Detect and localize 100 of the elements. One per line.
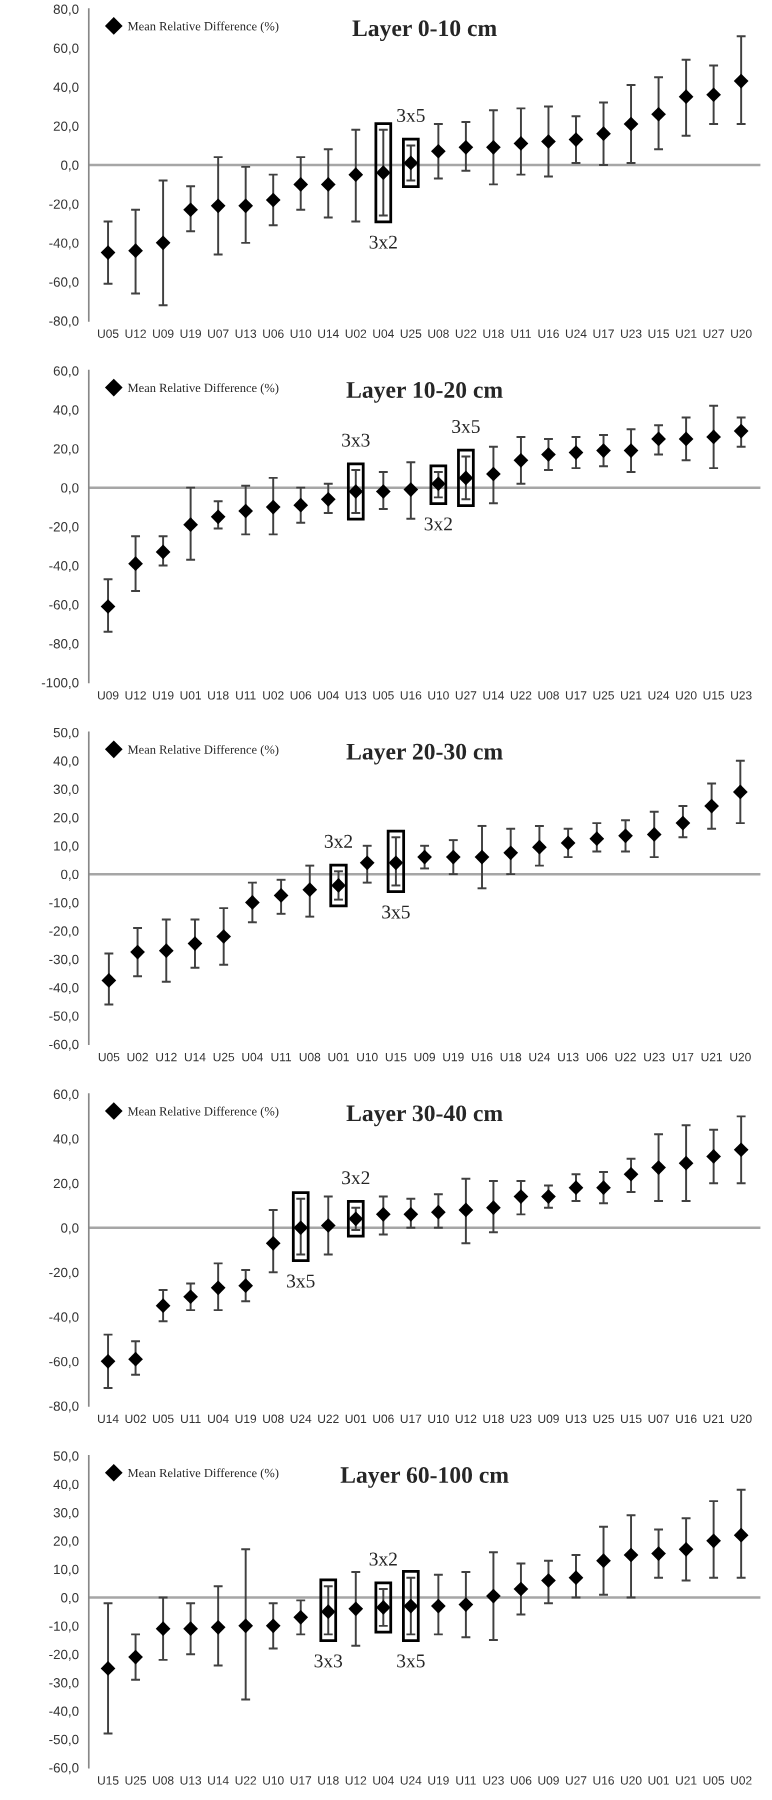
annotation: 3x5 xyxy=(287,1274,315,1288)
point xyxy=(733,1142,749,1158)
point xyxy=(245,895,260,910)
point xyxy=(706,1149,721,1164)
point xyxy=(375,165,391,181)
chart-title: Layer 0-10 cm xyxy=(352,20,497,42)
point xyxy=(210,198,226,214)
point xyxy=(596,443,611,458)
chart-title: Layer 60-100 cm xyxy=(340,1467,509,1488)
point xyxy=(706,1533,721,1549)
point xyxy=(596,1553,611,1569)
point xyxy=(431,143,446,159)
point xyxy=(532,839,547,855)
point xyxy=(458,1597,474,1612)
point xyxy=(541,134,556,149)
point xyxy=(486,1200,501,1216)
point xyxy=(128,1649,143,1665)
point xyxy=(238,1278,254,1293)
point xyxy=(541,1189,556,1204)
point xyxy=(265,1618,281,1634)
annotation: 3x5 xyxy=(382,905,410,919)
point xyxy=(238,198,254,214)
point xyxy=(375,484,391,499)
point xyxy=(210,1619,226,1635)
point xyxy=(130,944,145,960)
point xyxy=(431,1204,446,1220)
point xyxy=(403,482,419,497)
point xyxy=(359,855,375,871)
point xyxy=(403,1598,419,1614)
point xyxy=(375,1207,391,1222)
point xyxy=(100,1354,116,1369)
point xyxy=(651,431,666,447)
point xyxy=(486,1588,501,1604)
point xyxy=(560,835,576,851)
point xyxy=(183,202,198,218)
point xyxy=(486,466,501,482)
point xyxy=(596,126,611,142)
point xyxy=(155,1298,171,1314)
point xyxy=(100,245,116,260)
point xyxy=(302,882,318,898)
point xyxy=(265,192,281,208)
point xyxy=(265,499,281,515)
point xyxy=(568,1570,584,1586)
annotation: 3x2 xyxy=(324,834,352,848)
point xyxy=(651,106,666,122)
point xyxy=(155,235,171,251)
point xyxy=(596,1180,611,1195)
point xyxy=(678,1541,694,1557)
point xyxy=(128,556,143,571)
point xyxy=(320,177,336,192)
point xyxy=(675,815,691,831)
point xyxy=(623,443,639,458)
point xyxy=(183,517,198,532)
point xyxy=(704,798,719,814)
point xyxy=(348,1601,364,1617)
point xyxy=(589,831,605,847)
point xyxy=(678,1155,694,1171)
point xyxy=(293,1220,309,1236)
point xyxy=(458,140,474,155)
point xyxy=(568,1180,584,1195)
annotation: 3x2 xyxy=(424,517,452,531)
point xyxy=(183,1621,198,1637)
point xyxy=(623,116,639,132)
point xyxy=(474,849,490,865)
point xyxy=(646,827,662,842)
point xyxy=(101,973,117,988)
point xyxy=(265,1235,281,1251)
point xyxy=(513,452,529,468)
point xyxy=(733,73,749,89)
point xyxy=(732,784,748,800)
point xyxy=(155,544,171,560)
point xyxy=(431,1598,446,1614)
point xyxy=(513,1581,529,1597)
point xyxy=(458,1202,474,1218)
point xyxy=(733,1527,749,1543)
point xyxy=(618,828,633,844)
annotation: 3x3 xyxy=(342,433,370,447)
chart-title: Layer 30-40 cm xyxy=(346,1105,503,1127)
point xyxy=(513,136,529,151)
point xyxy=(417,849,432,865)
point xyxy=(293,497,309,513)
annotation: 3x5 xyxy=(452,419,480,434)
point xyxy=(187,936,203,951)
point xyxy=(128,1351,143,1367)
annotation: 3x5 xyxy=(397,108,425,123)
point xyxy=(733,423,749,439)
annotation: 3x2 xyxy=(342,1171,370,1185)
chart-title: Layer 10-20 cm xyxy=(346,381,503,403)
point xyxy=(238,503,254,519)
point xyxy=(623,1547,639,1563)
point xyxy=(568,132,584,147)
annotation: 3x5 xyxy=(397,1654,425,1668)
point xyxy=(273,888,289,903)
point xyxy=(706,87,721,103)
chart-title: Layer 20-30 cm xyxy=(346,743,503,765)
point xyxy=(210,1280,226,1296)
annotation: 3x3 xyxy=(314,1654,343,1668)
point xyxy=(210,509,226,525)
point xyxy=(100,1661,116,1676)
point xyxy=(678,89,694,105)
